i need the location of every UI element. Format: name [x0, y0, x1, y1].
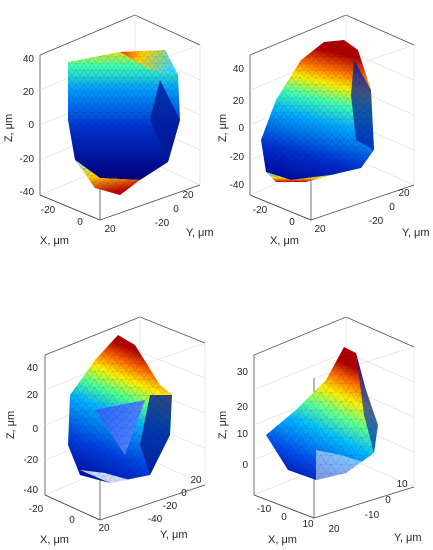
x-tick-d-2: 10	[302, 519, 314, 530]
crystal-mesh-b	[261, 40, 374, 182]
crystal-mesh-c	[68, 335, 172, 483]
crystal-mesh-d	[266, 347, 378, 480]
z-tick-c-4: -40	[24, 485, 39, 496]
y-tick-c-1: 0	[181, 488, 187, 499]
y-tick-c-0: 20	[190, 475, 202, 486]
z-tick-c-3: -20	[24, 455, 39, 466]
panel-c: 40 20 0 -20 -40 -20 0 20 20 0 -20 -40 Z,…	[0, 275, 216, 550]
y-tick-a-0: 20	[182, 190, 194, 201]
y-tick-d-2: -10	[365, 510, 380, 521]
z-tick-d-3: 0	[242, 460, 248, 471]
y-label-c: Y, μm	[160, 529, 188, 541]
z-tick-d-1: 20	[237, 402, 249, 413]
z-tick-d-2: 10	[237, 429, 249, 440]
plot-a: 40 20 0 -20 -40 -20 0 20 20 0 -20 Z, μm …	[3, 14, 214, 247]
y-label-d: Y, μm	[394, 532, 422, 544]
z-label-a: Z, μm	[3, 114, 15, 142]
x-tick-d-3: 20	[328, 524, 340, 535]
x-tick-d-1: 0	[281, 512, 287, 523]
x-tick-a-2: 20	[104, 224, 116, 235]
y-tick-a-1: 0	[173, 204, 179, 215]
y-tick-c-3: -40	[148, 514, 163, 525]
crystal-mesh-a	[68, 50, 180, 195]
x-tick-b-1: 0	[289, 217, 295, 228]
plot-d: 30 20 10 0 -10 0 10 20 10 0 -10 Z, μm X,…	[217, 316, 422, 546]
x-tick-d-0: -10	[257, 504, 272, 515]
y-tick-d-0: 10	[396, 479, 408, 490]
z-tick-a-2: 0	[28, 120, 34, 131]
x-tick-a-0: -20	[41, 205, 56, 216]
z-tick-d-0: 30	[237, 367, 249, 378]
z-tick-c-1: 20	[27, 390, 39, 401]
z-label-d: Z, μm	[217, 411, 229, 439]
x-tick-a-1: 0	[77, 217, 83, 228]
z-tick-a-1: 20	[23, 87, 35, 98]
y-label-b: Y, μm	[402, 227, 430, 239]
plot-b: 40 20 0 -20 -40 -20 0 20 20 0 -20 Z, μm …	[217, 14, 430, 247]
y-tick-d-1: 0	[385, 495, 391, 506]
panel-b: 40 20 0 -20 -40 -20 0 20 20 0 -20 Z, μm …	[216, 0, 433, 275]
z-tick-b-4: -40	[230, 180, 245, 191]
z-label-b: Z, μm	[217, 114, 229, 142]
panel-d: 30 20 10 0 -10 0 10 20 10 0 -10 Z, μm X,…	[216, 275, 433, 550]
x-tick-c-0: -20	[29, 504, 44, 515]
z-tick-b-3: -20	[230, 152, 245, 163]
z-tick-c-2: 0	[32, 424, 38, 435]
y-tick-a-2: -20	[155, 218, 170, 229]
x-label-d: X, μm	[268, 534, 297, 546]
x-tick-b-2: 20	[314, 224, 326, 235]
x-tick-c-1: 0	[69, 515, 75, 526]
z-tick-b-1: 20	[233, 96, 245, 107]
x-label-a: X, μm	[40, 235, 69, 247]
y-tick-c-2: -20	[163, 501, 178, 512]
z-tick-a-0: 40	[23, 54, 35, 65]
x-label-b: X, μm	[270, 235, 299, 247]
plot-c: 40 20 0 -20 -40 -20 0 20 20 0 -20 -40 Z,…	[5, 316, 206, 546]
panel-a: 40 20 0 -20 -40 -20 0 20 20 0 -20 Z, μm …	[0, 0, 216, 275]
z-tick-c-0: 40	[27, 363, 39, 374]
z-tick-a-3: -20	[20, 154, 35, 165]
z-tick-b-0: 40	[233, 64, 245, 75]
z-label-c: Z, μm	[5, 411, 17, 439]
y-tick-b-1: 0	[389, 202, 395, 213]
y-tick-b-0: 20	[398, 188, 410, 199]
y-tick-b-2: -20	[369, 216, 384, 227]
x-tick-b-0: -20	[253, 205, 268, 216]
z-tick-a-4: -40	[20, 187, 35, 198]
x-tick-c-2: 20	[98, 523, 110, 534]
z-tick-b-2: 0	[238, 123, 244, 134]
y-label-a: Y, μm	[186, 227, 214, 239]
x-label-c: X, μm	[40, 534, 69, 546]
